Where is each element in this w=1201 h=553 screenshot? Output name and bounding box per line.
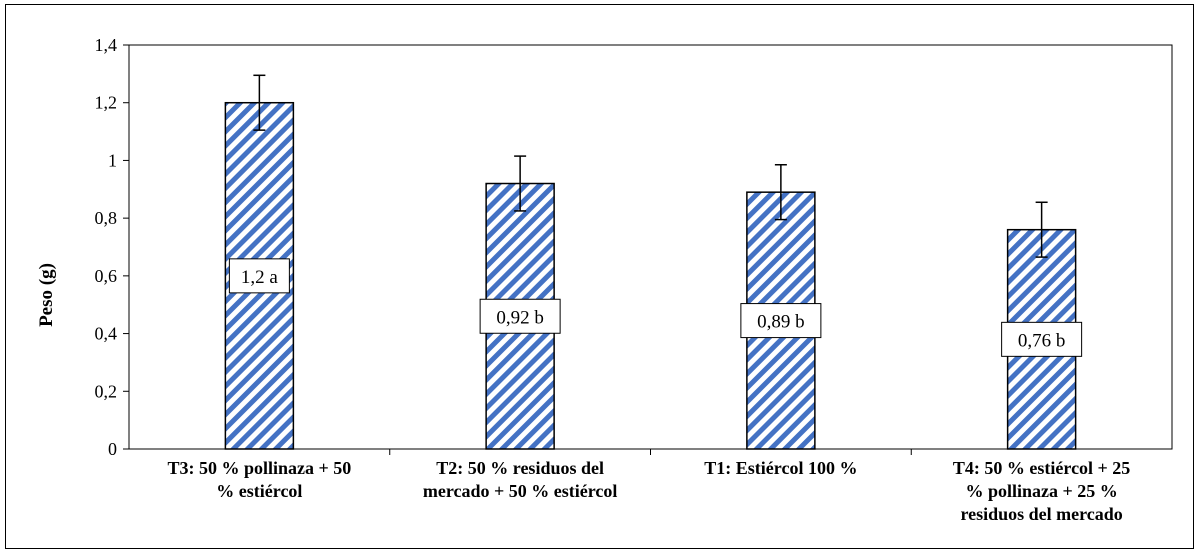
data-label-box: [479, 298, 561, 334]
x-category-label: T4: 50 % estiércol + 25: [953, 458, 1130, 478]
data-label-box: [228, 258, 290, 294]
chart-frame: [5, 4, 1194, 549]
y-tick-label: 0,4: [95, 324, 118, 344]
x-category-label: residuos del mercado: [960, 504, 1122, 524]
data-label: 0,92 b: [496, 307, 544, 328]
data-label-box: [740, 303, 822, 339]
x-category-label: T3: 50 % pollinaza + 50: [167, 458, 351, 478]
x-category-label: T2: 50 % residuos del: [436, 458, 604, 478]
labels-group: 1,2 a T3: 50 % pollinaza + 50 % estiércol 0…: [167, 258, 1130, 524]
y-tick-label: 0,6: [95, 266, 118, 286]
bars-group: [224, 74, 1077, 450]
axes-group: 0 0,2 0,4 0,6 0,8 1 1,2 1,4: [95, 35, 1173, 459]
data-label: 0,76 b: [1018, 330, 1066, 351]
x-category-label: % pollinaza + 25 %: [965, 481, 1117, 501]
x-category-label: T1: Estiércol 100 %: [704, 458, 857, 478]
y-tick-label: 1,4: [95, 35, 118, 55]
x-category-label: mercado + 50 % estiércol: [423, 481, 618, 501]
data-label: 1,2 a: [241, 267, 279, 288]
y-tick-label: 1,2: [95, 93, 118, 113]
data-label-box: [1001, 321, 1083, 357]
y-axis-title: Peso (g): [36, 263, 57, 327]
y-tick-label: 0,2: [95, 381, 118, 401]
y-tick-label: 1: [108, 150, 117, 170]
x-category-label: % estiércol: [216, 481, 302, 501]
data-label: 0,89 b: [757, 312, 805, 333]
y-tick-label: 0,8: [95, 208, 118, 228]
y-tick-label: 0: [108, 439, 117, 459]
